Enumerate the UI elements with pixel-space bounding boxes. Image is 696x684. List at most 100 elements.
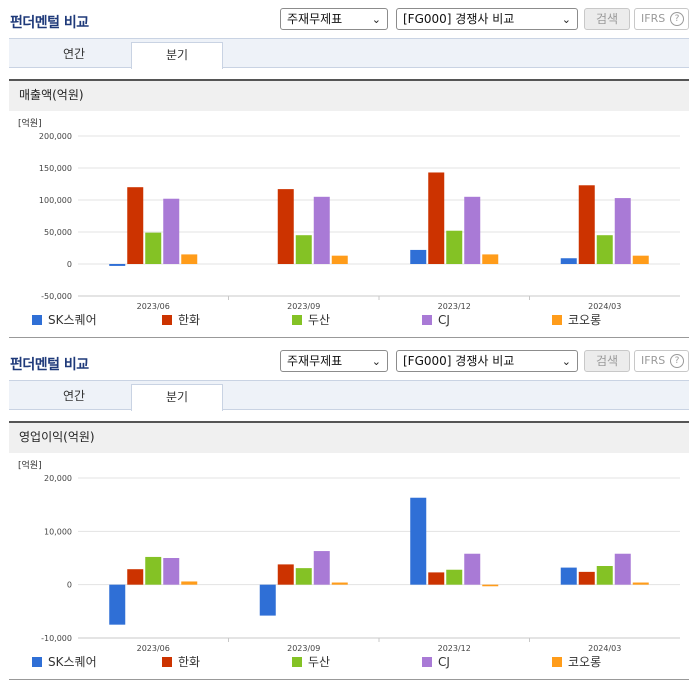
legend-label: CJ <box>438 313 450 327</box>
legend-item[interactable]: 두산 <box>292 313 330 327</box>
bar-SK스퀘어[interactable] <box>109 584 126 625</box>
legend-item[interactable]: CJ <box>422 655 450 669</box>
legend-swatch <box>292 657 302 667</box>
bar-한화[interactable] <box>578 185 595 264</box>
bar-코오롱[interactable] <box>331 582 348 585</box>
ifrs-button[interactable]: IFRS ? <box>634 8 689 30</box>
help-icon[interactable]: ? <box>670 354 684 368</box>
bar-두산[interactable] <box>596 566 613 585</box>
tab-quarter[interactable]: 분기 <box>131 42 223 69</box>
legend-swatch <box>32 315 42 325</box>
statement-type-value: 주재무제표 <box>287 12 343 26</box>
bar-SK스퀘어[interactable] <box>410 497 427 585</box>
y-tick-label: 100,000 <box>39 196 72 205</box>
bar-CJ[interactable] <box>614 198 631 264</box>
legend-swatch <box>162 657 172 667</box>
bar-SK스퀘어[interactable] <box>109 264 126 266</box>
legend-item[interactable]: 두산 <box>292 655 330 669</box>
bar-CJ[interactable] <box>163 558 180 585</box>
chevron-down-icon: ⌄ <box>561 13 571 26</box>
bar-한화[interactable] <box>277 564 294 585</box>
bar-한화[interactable] <box>428 572 445 585</box>
legend-swatch <box>552 315 562 325</box>
bar-한화[interactable] <box>127 569 144 585</box>
bar-코오롱[interactable] <box>632 582 649 585</box>
x-tick-label: 2023/09 <box>287 644 320 653</box>
period-tabs: 연간 분기 <box>9 380 689 411</box>
legend-swatch <box>552 657 562 667</box>
section-title: 매출액(억원) <box>9 79 689 111</box>
unit-label: [억원] <box>18 117 42 129</box>
x-tick-label: 2023/06 <box>137 302 170 311</box>
bar-CJ[interactable] <box>313 196 330 264</box>
y-tick-label: 50,000 <box>44 228 72 237</box>
y-tick-label: 0 <box>67 581 72 590</box>
bar-한화[interactable] <box>428 172 445 264</box>
legend-item[interactable]: 한화 <box>162 313 200 327</box>
chevron-down-icon: ⌄ <box>371 355 381 368</box>
legend-item[interactable]: 한화 <box>162 655 200 669</box>
chevron-down-icon: ⌄ <box>561 355 571 368</box>
bar-코오롱[interactable] <box>181 254 198 264</box>
tab-quarter[interactable]: 분기 <box>131 384 223 411</box>
operating-income-bar-chart: [억원] -10,000 0 10,000 20,000 2023/06 2023/09 2… <box>18 459 680 653</box>
bar-CJ[interactable] <box>464 196 481 264</box>
legend-item[interactable]: SK스퀘어 <box>32 655 97 669</box>
legend-swatch <box>292 315 302 325</box>
help-icon[interactable]: ? <box>670 12 684 26</box>
peer-group-select[interactable]: [FG000] 경쟁사 비교 ⌄ <box>396 350 578 372</box>
ifrs-button[interactable]: IFRS ? <box>634 350 689 372</box>
legend-item[interactable]: 코오롱 <box>552 313 601 327</box>
fundamental-panel-revenue: 펀더멘털 비교 주재무제표 ⌄ [FG000] 경쟁사 비교 ⌄ 검색 IFRS… <box>0 8 696 338</box>
legend-label: SK스퀘어 <box>48 655 97 669</box>
section-title: 영업이익(억원) <box>9 421 689 453</box>
legend-label: 한화 <box>178 313 201 327</box>
tab-annual[interactable]: 연간 <box>62 47 86 61</box>
bar-CJ[interactable] <box>313 551 330 585</box>
bar-CJ[interactable] <box>464 553 481 585</box>
legend-item[interactable]: 코오롱 <box>552 655 601 669</box>
y-tick-label: 20,000 <box>44 474 72 483</box>
x-tick-label: 2023/09 <box>287 302 320 311</box>
bar-SK스퀘어[interactable] <box>410 249 427 264</box>
bar-SK스퀘어[interactable] <box>259 584 276 616</box>
statement-type-select[interactable]: 주재무제표 ⌄ <box>280 8 388 30</box>
bar-SK스퀘어[interactable] <box>560 567 577 585</box>
legend-item[interactable]: CJ <box>422 313 450 327</box>
bar-한화[interactable] <box>578 571 595 585</box>
statement-type-select[interactable]: 주재무제표 ⌄ <box>280 350 388 372</box>
bar-CJ[interactable] <box>614 553 631 585</box>
x-tick-label: 2023/06 <box>137 644 170 653</box>
search-button[interactable]: 검색 <box>584 350 630 372</box>
panel-divider <box>9 679 689 680</box>
x-tick-label: 2023/12 <box>438 302 471 311</box>
panel-divider <box>9 337 689 338</box>
bar-SK스퀘어[interactable] <box>560 258 577 264</box>
bar-두산[interactable] <box>446 230 463 264</box>
bar-두산[interactable] <box>145 232 162 264</box>
bar-두산[interactable] <box>446 569 463 585</box>
tab-annual[interactable]: 연간 <box>62 389 86 403</box>
bar-한화[interactable] <box>277 189 294 264</box>
bar-코오롱[interactable] <box>181 581 198 585</box>
bar-코오롱[interactable] <box>482 254 499 264</box>
bar-두산[interactable] <box>596 235 613 264</box>
bar-두산[interactable] <box>295 235 312 264</box>
bar-두산[interactable] <box>295 568 312 585</box>
bar-코오롱[interactable] <box>482 584 499 587</box>
bar-CJ[interactable] <box>163 198 180 264</box>
bar-두산[interactable] <box>145 556 162 585</box>
bar-코오롱[interactable] <box>331 255 348 264</box>
bar-한화[interactable] <box>127 187 144 264</box>
y-tick-label: 10,000 <box>44 527 72 536</box>
legend-item[interactable]: SK스퀘어 <box>32 313 97 327</box>
y-tick-label: 0 <box>67 260 72 269</box>
legend-label: SK스퀘어 <box>48 313 97 327</box>
legend-swatch <box>422 315 432 325</box>
peer-group-select[interactable]: [FG000] 경쟁사 비교 ⌄ <box>396 8 578 30</box>
chart-legend: SK스퀘어 한화 두산 CJ 코오롱 <box>0 311 696 331</box>
ifrs-label: IFRS <box>641 354 666 367</box>
legend-swatch <box>32 657 42 667</box>
bar-코오롱[interactable] <box>632 255 649 264</box>
search-button[interactable]: 검색 <box>584 8 630 30</box>
